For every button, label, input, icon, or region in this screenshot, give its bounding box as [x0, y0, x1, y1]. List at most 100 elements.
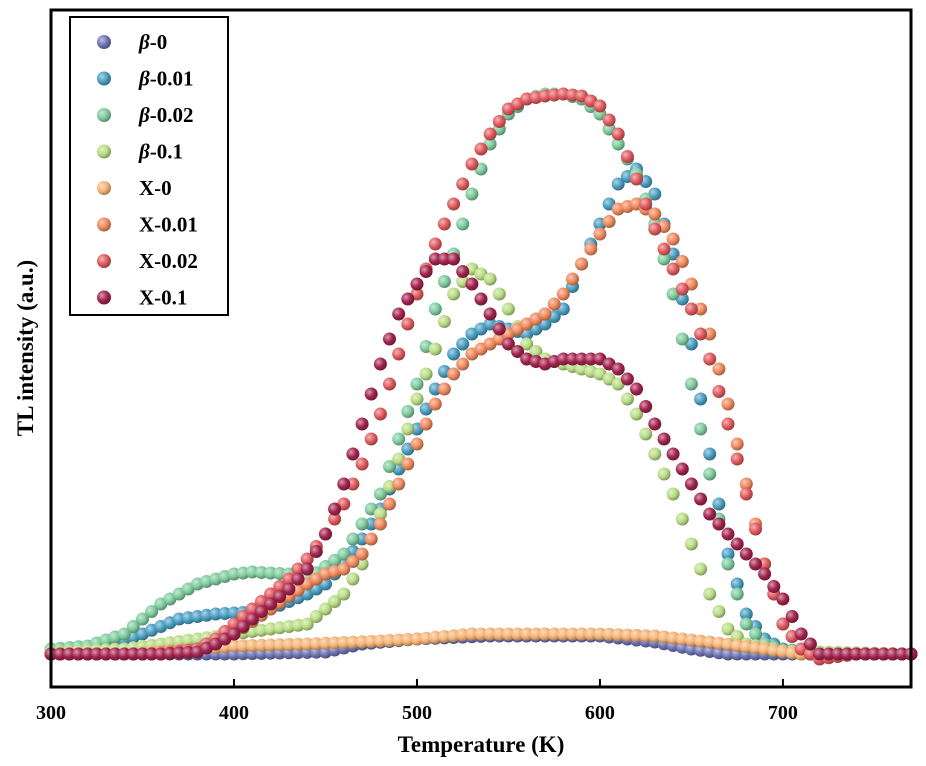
data-point	[602, 627, 616, 641]
data-point	[675, 332, 689, 346]
data-point	[410, 377, 424, 391]
y-axis-title: TL intensity (a.u.)	[13, 260, 38, 436]
data-point	[254, 566, 268, 579]
data-point	[428, 397, 442, 411]
data-point	[300, 552, 314, 566]
data-point	[401, 405, 415, 418]
data-point	[456, 217, 470, 231]
data-point	[620, 392, 634, 406]
data-point	[840, 647, 854, 661]
legend-label: β-0.1	[138, 140, 183, 164]
data-point	[474, 627, 488, 641]
data-point	[337, 477, 351, 491]
data-point	[346, 635, 360, 649]
data-point	[538, 627, 552, 641]
data-point	[785, 610, 799, 623]
data-point	[126, 647, 140, 661]
data-point	[666, 447, 680, 461]
data-point	[703, 447, 717, 461]
data-point	[529, 627, 543, 641]
data-point	[758, 557, 772, 571]
data-point	[721, 527, 735, 541]
data-point	[566, 272, 579, 286]
data-point	[456, 337, 470, 351]
data-point	[675, 255, 689, 268]
data-point	[282, 638, 296, 651]
data-point	[639, 427, 653, 441]
data-point	[749, 522, 762, 536]
data-point	[373, 507, 387, 521]
data-point	[694, 492, 708, 506]
data-point	[630, 172, 643, 186]
data-point	[145, 605, 159, 618]
data-point	[373, 357, 387, 371]
data-point	[145, 647, 159, 661]
data-point	[620, 150, 634, 163]
data-point	[401, 422, 415, 436]
data-point	[291, 562, 305, 576]
data-point	[474, 292, 488, 306]
data-point	[364, 432, 378, 446]
data-point	[730, 630, 744, 643]
x-axis-ticks: 300 400 500 600 700	[36, 679, 798, 724]
data-point	[373, 487, 387, 501]
data-point	[319, 527, 332, 541]
data-point	[392, 347, 406, 361]
data-point	[465, 627, 479, 641]
data-point	[666, 487, 680, 501]
data-point	[254, 605, 268, 618]
data-point	[730, 537, 744, 551]
data-point	[694, 302, 708, 316]
data-point	[346, 477, 360, 491]
data-point	[657, 252, 671, 266]
data-point	[309, 610, 323, 623]
data-point	[703, 467, 717, 481]
data-point	[767, 580, 781, 593]
x-tick-label: 500	[402, 702, 432, 724]
data-point	[630, 382, 643, 396]
legend-marker	[97, 144, 111, 159]
data-point	[447, 347, 461, 361]
data-point	[364, 532, 378, 546]
data-point	[447, 252, 461, 266]
data-point	[803, 637, 817, 651]
data-point	[611, 362, 625, 376]
data-point	[383, 497, 396, 511]
data-point	[721, 397, 735, 411]
data-point	[236, 620, 250, 633]
data-point	[712, 497, 726, 511]
data-point	[71, 647, 85, 661]
data-point	[355, 457, 369, 471]
data-point	[328, 636, 342, 650]
data-point	[373, 517, 387, 531]
data-point	[712, 385, 726, 398]
data-point	[684, 477, 698, 491]
data-point	[492, 115, 506, 128]
data-point	[245, 639, 259, 652]
x-tick-label: 300	[36, 702, 66, 724]
data-point	[620, 372, 634, 386]
data-point	[410, 392, 424, 406]
data-point	[300, 617, 314, 631]
x-tick-label: 400	[219, 702, 249, 724]
data-point	[730, 452, 744, 466]
data-point	[437, 315, 451, 328]
data-point	[447, 287, 461, 301]
data-point	[501, 302, 515, 316]
data-point	[437, 217, 451, 231]
data-point	[474, 142, 488, 156]
data-point	[556, 627, 570, 641]
data-point	[364, 517, 378, 531]
data-point	[346, 572, 360, 586]
data-point	[483, 627, 497, 641]
data-point	[492, 322, 506, 336]
data-point	[721, 557, 735, 571]
data-point	[813, 647, 826, 661]
data-point	[337, 587, 351, 601]
data-point	[437, 382, 451, 396]
data-point	[355, 532, 369, 546]
data-point	[648, 207, 662, 221]
data-point	[273, 590, 287, 603]
data-point	[739, 547, 753, 561]
data-point	[456, 265, 470, 278]
